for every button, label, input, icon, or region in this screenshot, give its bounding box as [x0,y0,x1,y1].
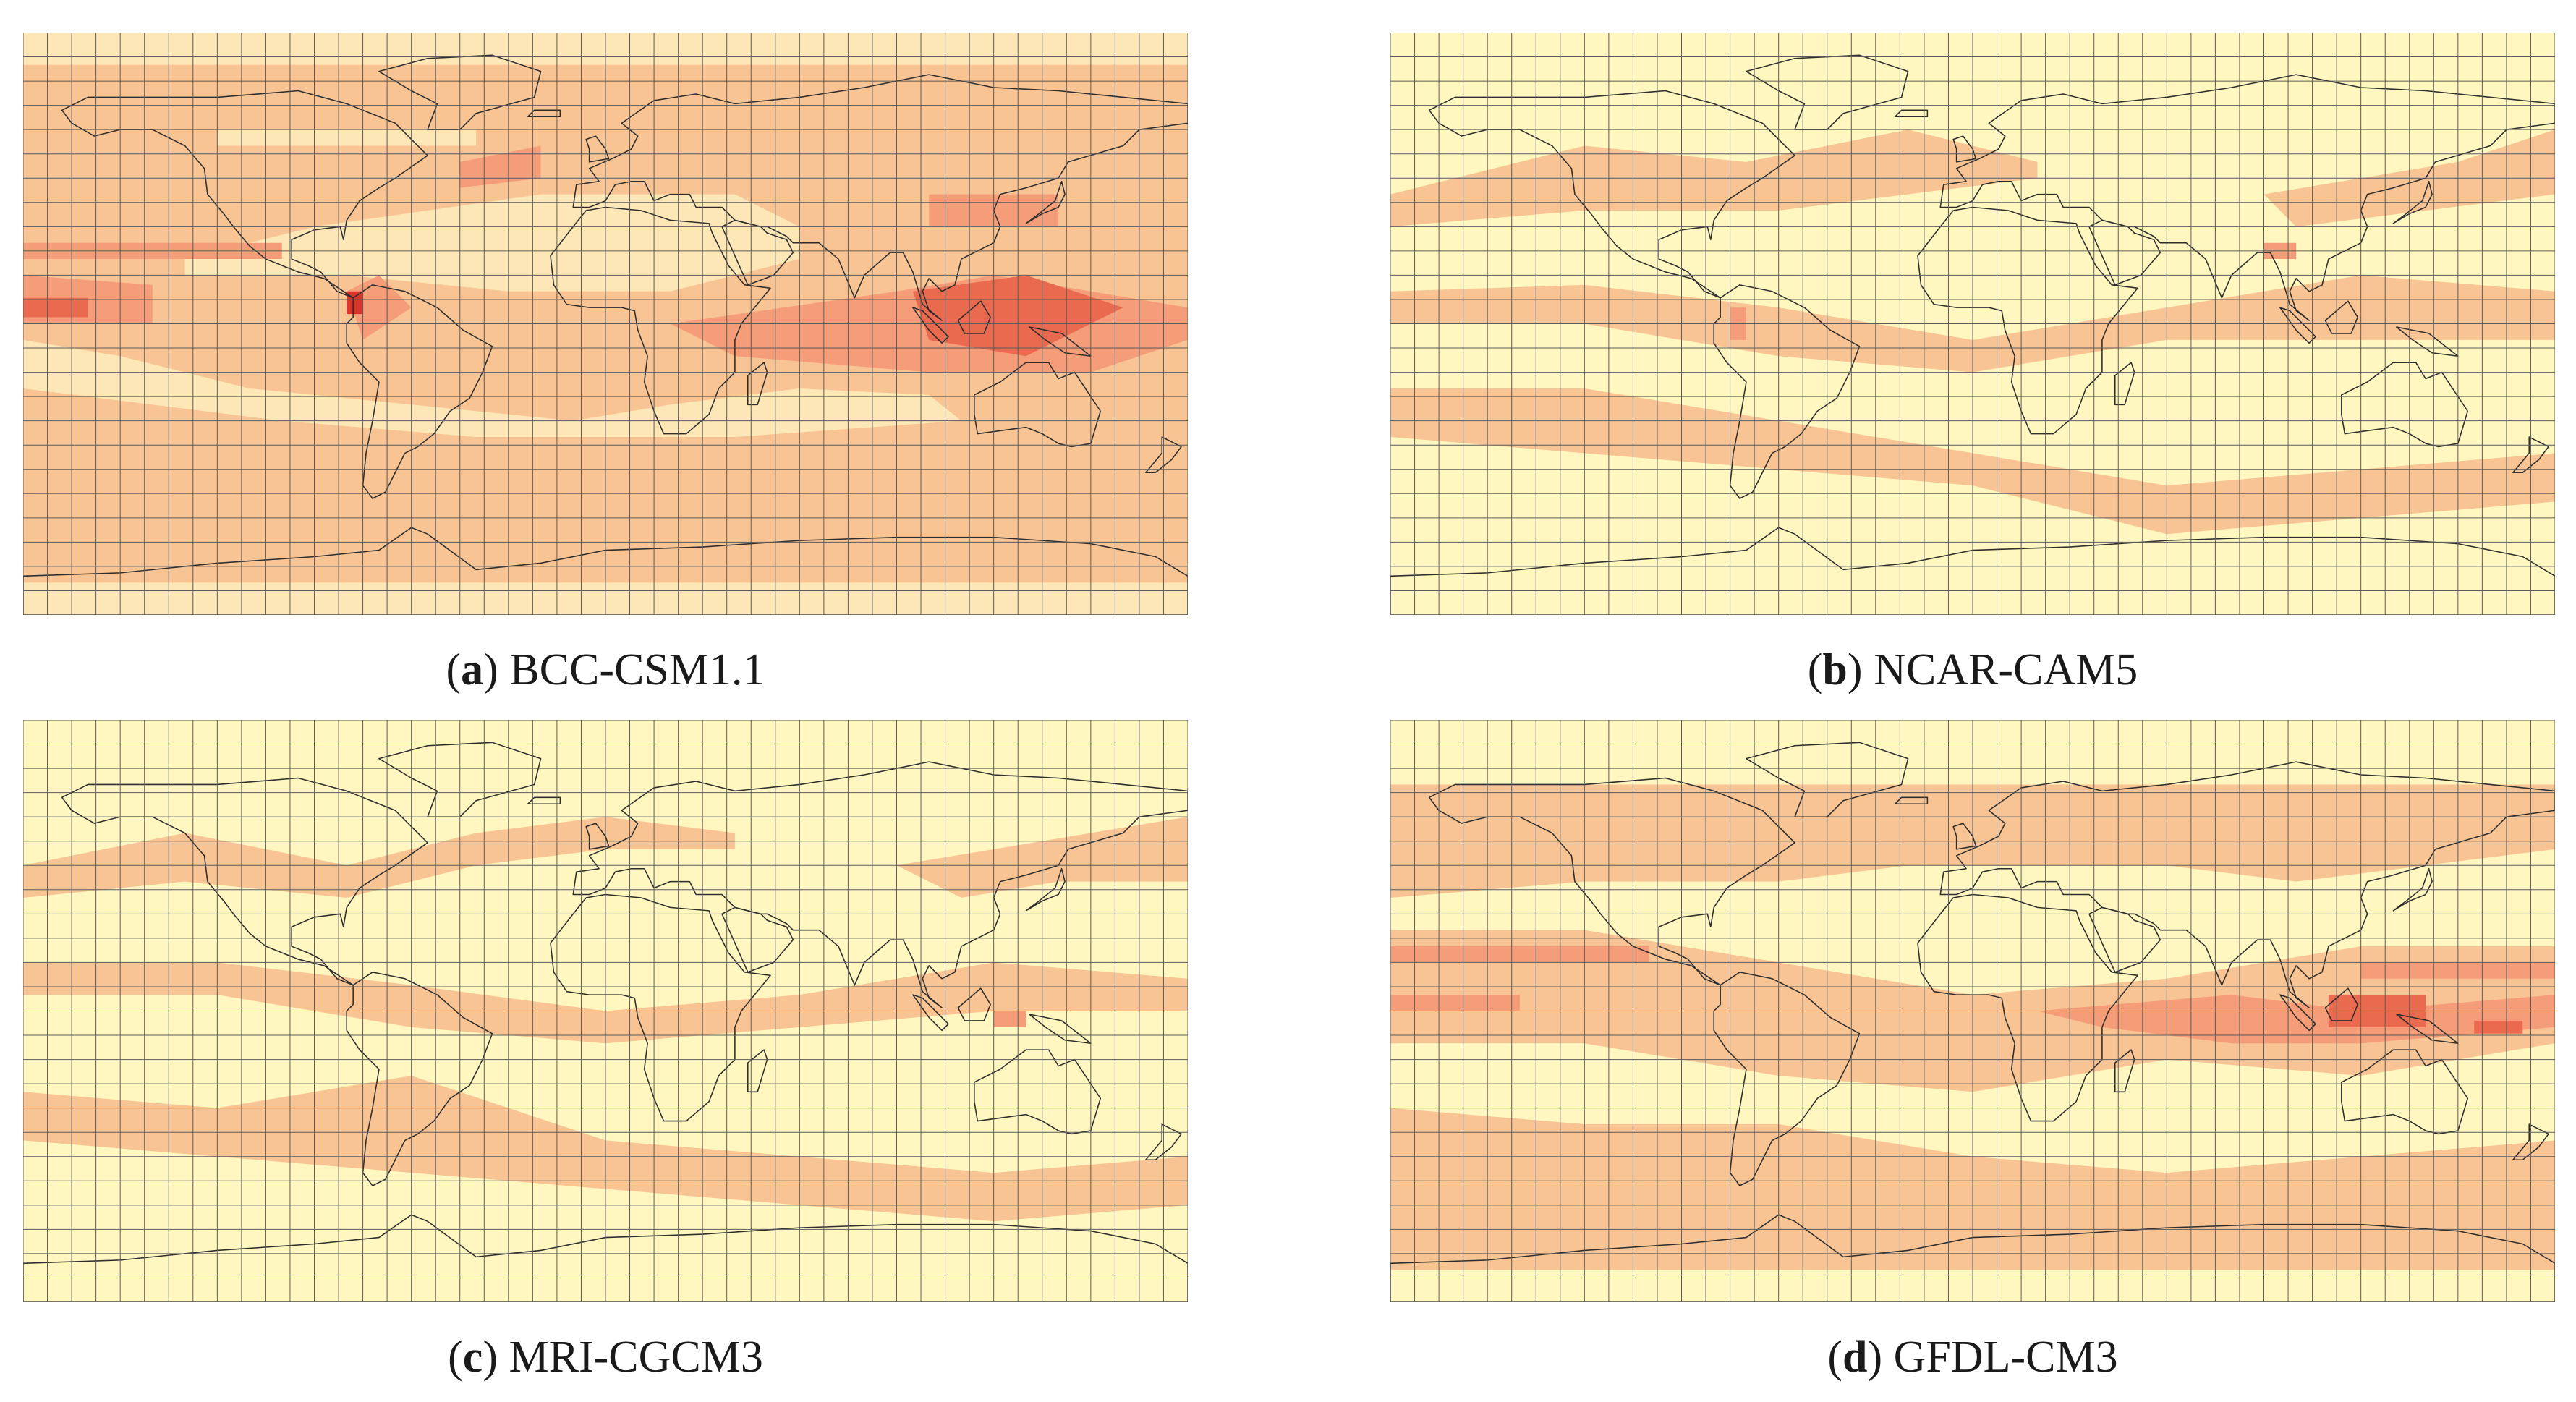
coastline-japan [1025,867,1066,912]
coastline-madagascar [2114,1049,2135,1093]
coastline-borneo [2324,987,2358,1021]
coastline-eurasia [1939,74,2555,321]
caption-model-d: GFDL-CM3 [1893,1333,2118,1382]
coastline-arabia [721,906,794,973]
coastline-greenland [378,54,542,130]
coastline-eurasia [1939,761,2555,1008]
coastline-eurasia [572,74,1188,321]
coastline-arabia [2088,906,2161,973]
coastline-borneo [957,300,991,334]
coastline-arabia [2088,219,2161,286]
coastline-iceland [1894,796,1929,805]
caption-a: (a) BCC-CSM1.1 [446,645,765,694]
coastline-madagascar [747,362,768,406]
value-band-high [459,145,541,188]
coastline-new-guinea [1029,326,1092,357]
coastline-arabia [721,219,794,286]
caption-letter-c: c [462,1333,483,1382]
caption-c: (c) MRI-CGCM3 [448,1333,763,1382]
coastline-new-guinea [1029,1014,1092,1045]
world-map-d [1390,720,2555,1302]
graticule [1390,720,2555,1302]
graticule [23,33,1188,615]
value-band-high [1390,995,1520,1011]
caption-letter-d: d [1842,1333,1868,1382]
coastline-new-guinea [2396,326,2459,357]
caption-b: (b) NCAR-CAM5 [1807,645,2138,694]
caption-letter-a: a [461,645,484,694]
world-map-b [1390,33,2555,615]
caption-model-c: MRI-CGCM3 [509,1333,763,1382]
coastline-japan [2392,180,2433,224]
map-bcc-csm1-1 [23,33,1188,615]
coastline-new-zealand [2512,436,2549,474]
coastline-madagascar [2114,362,2135,406]
coastline-south-america [1713,972,1861,1186]
coastline-greenland [378,742,542,817]
coastline-japan [2392,867,2433,912]
value-band-high [1390,946,1649,963]
coastline-borneo [2324,300,2358,334]
map-ncar-cam5 [1390,33,2555,615]
value-band-highest [23,297,88,318]
coastline-eurasia [572,761,1188,1008]
coastline-new-zealand [2512,1123,2549,1161]
graticule [1390,33,2555,615]
caption-model-a: BCC-CSM1.1 [509,645,765,694]
coastline-great-britain [585,135,610,163]
coastline-south-america [1713,284,1861,499]
value-band-high [993,1011,1026,1027]
coastline-great-britain [585,823,610,850]
coastline-south-america [346,284,493,499]
coastline-new-guinea [2396,1014,2459,1045]
coastline-madagascar [747,1049,768,1093]
caption-letter-b: b [1822,645,1848,694]
caption-model-b: NCAR-CAM5 [1874,645,2138,694]
coastline-borneo [957,987,991,1021]
coastline-greenland [1746,742,1909,817]
coastline-iceland [527,796,561,805]
coastline-great-britain [1952,823,1977,850]
value-band-highest [2474,1020,2523,1034]
coastline-greenland [1746,54,1909,130]
coastline-south-america [346,972,493,1186]
coastline-iceland [1894,109,1929,118]
map-gfdl-cm3 [1390,720,2555,1302]
coastline-new-zealand [1145,436,1182,474]
caption-d: (d) GFDL-CM3 [1827,1333,2118,1382]
graticule [23,720,1188,1302]
map-mri-cgcm3 [23,720,1188,1302]
world-map-c [23,720,1188,1302]
world-map-a [23,33,1188,615]
value-band-low [217,129,477,146]
coastline-japan [1025,180,1066,224]
coastline-new-zealand [1145,1123,1182,1161]
coastline-great-britain [1952,135,1977,163]
coastline-iceland [527,109,561,118]
